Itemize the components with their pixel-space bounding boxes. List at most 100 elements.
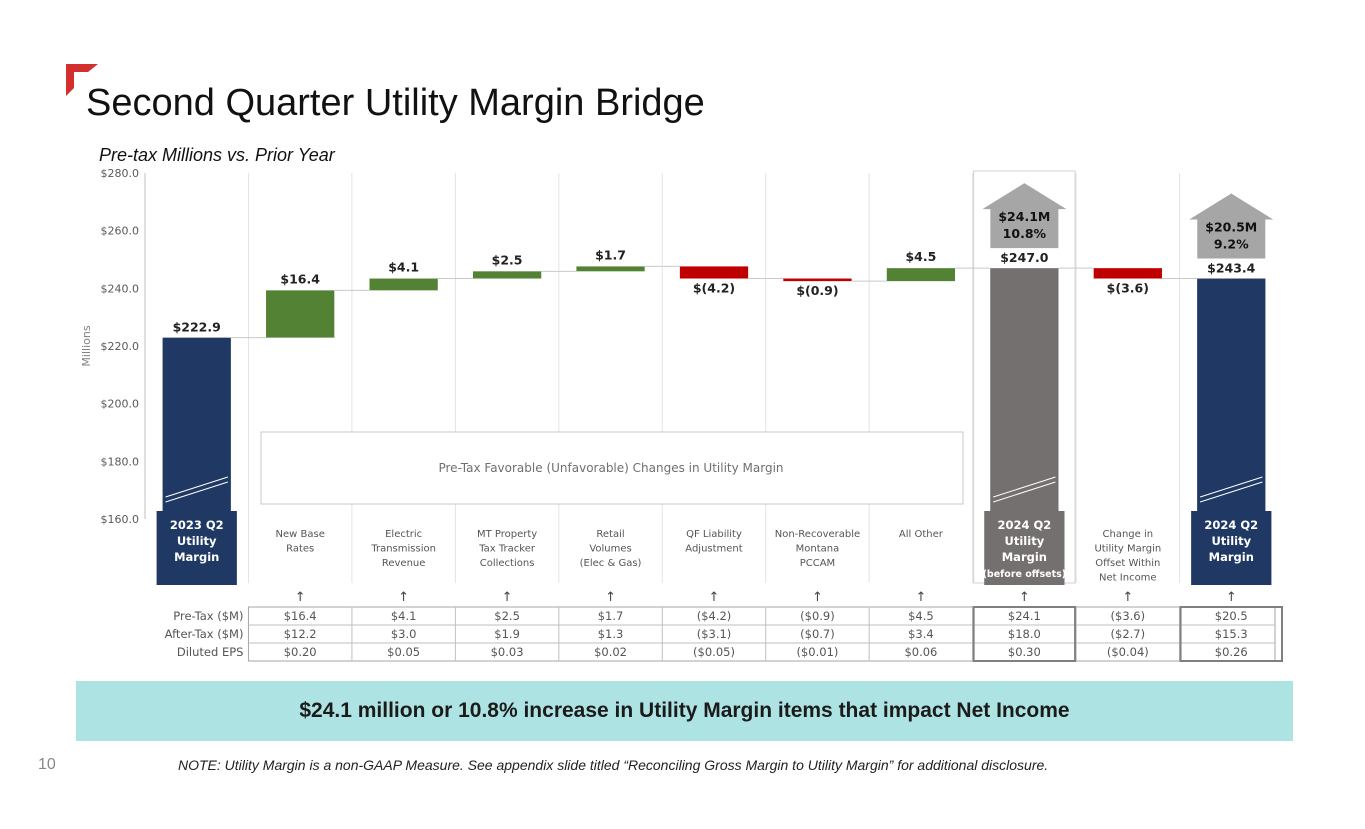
category-label: Utility	[1005, 534, 1045, 548]
callout-percent: 9.2%	[1214, 237, 1249, 252]
data-label: $247.0	[1000, 250, 1049, 265]
category-label: Offset Within	[1095, 558, 1160, 569]
table-row-label: After-Tax ($M)	[165, 627, 244, 641]
category-label: Margin	[1002, 550, 1047, 564]
category-label: (before offsets)	[983, 569, 1067, 580]
table-border	[247, 606, 1276, 662]
table-cell: ($0.04)	[1107, 645, 1149, 659]
table-cell: $12.2	[284, 627, 317, 641]
table-cell: $4.5	[908, 609, 934, 623]
waterfall-chart: $160.0 $180.0 $200.0 $220.0 $240.0 $260.0 $280…	[80, 167, 1283, 662]
arrow-up-icon: ↑	[709, 590, 720, 605]
y-tick-label: $160.0	[101, 513, 140, 526]
category-label: 2023 Q2	[170, 518, 224, 532]
table-row-label: Diluted EPS	[177, 645, 244, 659]
data-label: $2.5	[492, 252, 523, 267]
bar	[886, 268, 956, 282]
summary-banner: $24.1 million or 10.8% increase in Utili…	[76, 681, 1293, 741]
category-label: Utility Margin	[1094, 544, 1161, 555]
category-label: (Elec & Gas)	[580, 558, 642, 569]
brand-corner-icon	[66, 64, 98, 96]
bar	[679, 266, 749, 279]
category-label: Volumes	[589, 544, 631, 555]
table-cell: $0.30	[1008, 645, 1041, 659]
category-label: 2024 Q2	[1204, 518, 1258, 532]
category-label: Collections	[480, 558, 535, 569]
axis-break-line	[993, 476, 1056, 498]
y-axis-title: Millions	[80, 325, 93, 366]
category-label: MT Property	[477, 529, 537, 540]
table-cell: ($0.9)	[800, 609, 835, 623]
axis-break-line	[165, 481, 229, 503]
table-cell: ($0.05)	[693, 645, 735, 659]
y-tick-label: $240.0	[101, 282, 140, 295]
increase-callout: $20.5M 9.2%	[1189, 193, 1274, 259]
arrow-up-icon: ↑	[1019, 590, 1030, 605]
data-label: $16.4	[280, 271, 320, 286]
category-label: All Other	[899, 529, 944, 540]
category-label: PCCAM	[800, 558, 835, 569]
bar	[266, 290, 335, 338]
y-tick-label: $200.0	[101, 398, 140, 411]
table-row-label: Pre-Tax ($M)	[173, 609, 243, 623]
table-cell: $20.5	[1215, 609, 1248, 623]
category-label: Tax Tracker	[478, 544, 536, 555]
arrow-up-icon: ↑	[915, 590, 926, 605]
table-cell: $0.05	[387, 645, 420, 659]
category-label: Retail	[596, 529, 624, 540]
arrow-up-icon: ↑	[1226, 590, 1237, 605]
y-tick-label: $280.0	[101, 167, 140, 180]
category-box	[1191, 511, 1272, 585]
table-cell: $0.20	[284, 645, 317, 659]
data-label: $(4.2)	[693, 281, 735, 296]
table-cell: $0.03	[491, 645, 524, 659]
table-cell: $3.0	[391, 627, 417, 641]
category-label: Transmission	[370, 544, 436, 555]
category-label: Margin	[174, 550, 219, 564]
table-cell: $0.26	[1215, 645, 1248, 659]
axis-break-line	[165, 476, 229, 498]
callout-amount: $20.5M	[1205, 220, 1257, 235]
arrow-up-icon	[982, 183, 1067, 249]
chart-subtitle: Pre-tax Millions vs. Prior Year	[99, 145, 335, 165]
table-cell: $4.1	[391, 609, 417, 623]
arrow-up-icon: ↑	[295, 590, 306, 605]
category-label: Montana	[796, 544, 840, 555]
data-label: $4.1	[388, 260, 419, 275]
data-label: $243.4	[1207, 261, 1256, 276]
arrow-up-icon	[1189, 193, 1274, 259]
category-label: Electric	[385, 529, 422, 540]
category-label: New Base	[276, 529, 325, 540]
category-box	[984, 511, 1065, 585]
category-box	[156, 511, 237, 585]
footnote: NOTE: Utility Margin is a non-GAAP Measu…	[178, 757, 1049, 773]
table-cell: $1.3	[598, 627, 624, 641]
table-cell: $1.7	[598, 609, 624, 623]
category-label: Margin	[1209, 550, 1254, 564]
table-cell: $15.3	[1215, 627, 1248, 641]
y-tick-label: $180.0	[101, 455, 140, 468]
bar	[783, 278, 852, 282]
table-cell: ($3.6)	[1111, 609, 1146, 623]
bar	[990, 268, 1059, 519]
table-cell: ($2.7)	[1111, 627, 1146, 641]
table-cell: $1.9	[494, 627, 520, 641]
axis-break-line	[1199, 476, 1263, 498]
inner-label: Pre-Tax Favorable (Unfavorable) Changes …	[438, 461, 783, 475]
data-label: $1.7	[595, 247, 626, 262]
page-title: Second Quarter Utility Margin Bridge	[86, 82, 705, 124]
table-cell: ($0.7)	[800, 627, 835, 641]
arrow-up-icon: ↑	[1122, 590, 1133, 605]
table-cell: $0.06	[904, 645, 937, 659]
bar	[162, 337, 231, 519]
table-cell: ($3.1)	[697, 627, 732, 641]
table-cell: $2.5	[494, 609, 520, 623]
category-label: Revenue	[382, 558, 426, 569]
arrow-up-icon: ↑	[398, 590, 409, 605]
axis-break-line	[993, 481, 1056, 503]
increase-callout: $24.1M 10.8%	[982, 183, 1067, 249]
inner-label-box	[260, 431, 964, 505]
data-label: $222.9	[173, 320, 221, 335]
bar	[1093, 268, 1162, 279]
data-label: $(0.9)	[796, 283, 838, 298]
